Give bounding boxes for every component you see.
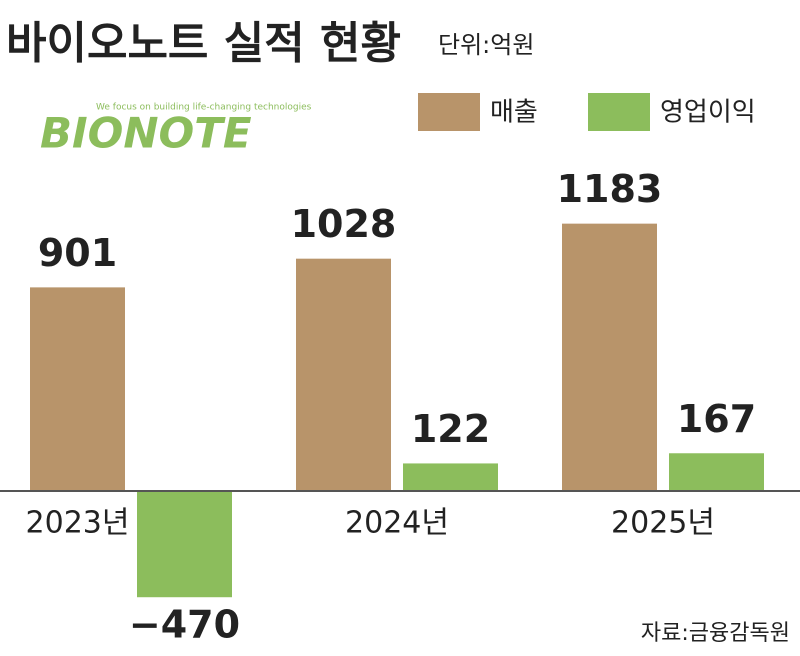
bar <box>562 223 657 491</box>
value-label: 122 <box>411 407 490 451</box>
x-tick-label: 2023년 <box>26 506 130 541</box>
x-tick-label: 2024년 <box>345 506 449 541</box>
logo-tagline: We focus on building life-changing techn… <box>96 103 312 113</box>
legend-label: 매출 <box>490 98 538 128</box>
value-label: 1183 <box>557 167 663 211</box>
value-label: 1028 <box>291 202 397 246</box>
bar <box>296 258 391 491</box>
logo: BIONOTE <box>40 109 252 158</box>
bar <box>669 453 764 491</box>
x-tick-label: 2025년 <box>611 506 715 541</box>
bar <box>137 491 232 598</box>
legend-label: 영업이익 <box>660 98 756 128</box>
legend-swatch <box>418 93 480 131</box>
source: 자료:금융감독원 <box>641 621 790 646</box>
value-label: 167 <box>677 397 756 441</box>
value-label: −470 <box>129 603 240 647</box>
value-label: 901 <box>38 231 117 275</box>
chart-subtitle: 단위:억원 <box>438 31 534 59</box>
chart-title: 바이오노트 실적 현황 <box>6 18 401 69</box>
legend-swatch <box>588 93 650 131</box>
bar <box>403 463 498 491</box>
bar <box>30 287 125 491</box>
